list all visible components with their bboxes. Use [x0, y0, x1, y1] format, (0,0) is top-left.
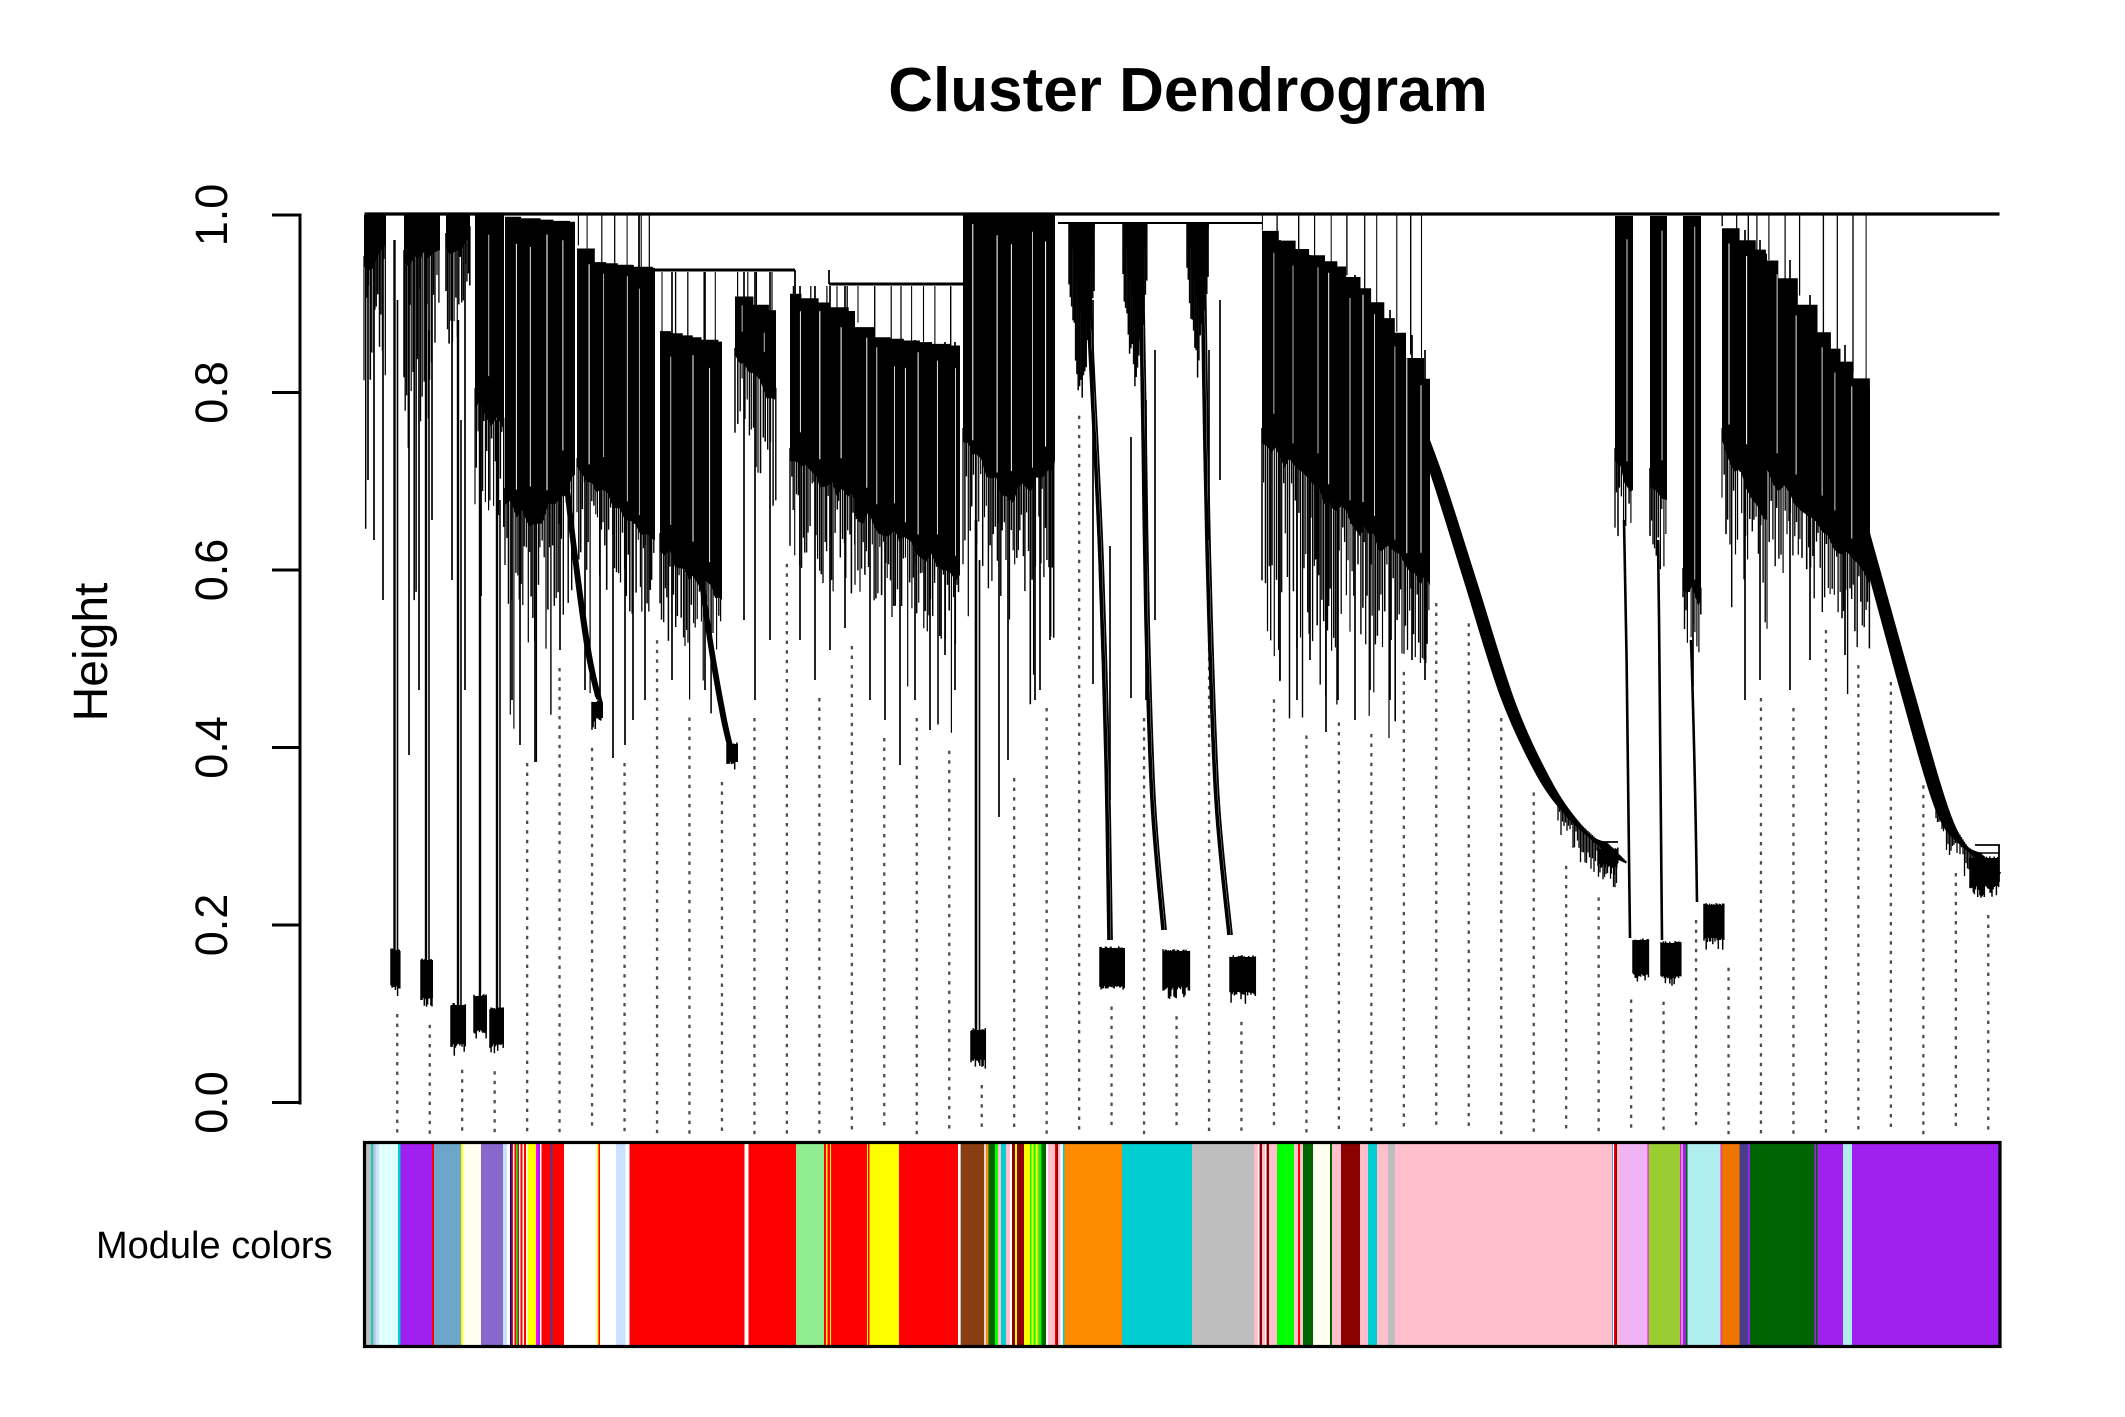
- svg-text:Height: Height: [65, 583, 118, 722]
- svg-text:Module colors: Module colors: [96, 1225, 333, 1267]
- svg-text:1.0: 1.0: [186, 184, 237, 247]
- svg-text:Cluster Dendrogram: Cluster Dendrogram: [888, 56, 1487, 125]
- svg-text:0.8: 0.8: [186, 361, 237, 424]
- svg-text:0.0: 0.0: [186, 1071, 237, 1134]
- svg-text:0.6: 0.6: [186, 539, 237, 602]
- svg-text:0.4: 0.4: [186, 716, 237, 779]
- svg-text:0.2: 0.2: [186, 894, 237, 957]
